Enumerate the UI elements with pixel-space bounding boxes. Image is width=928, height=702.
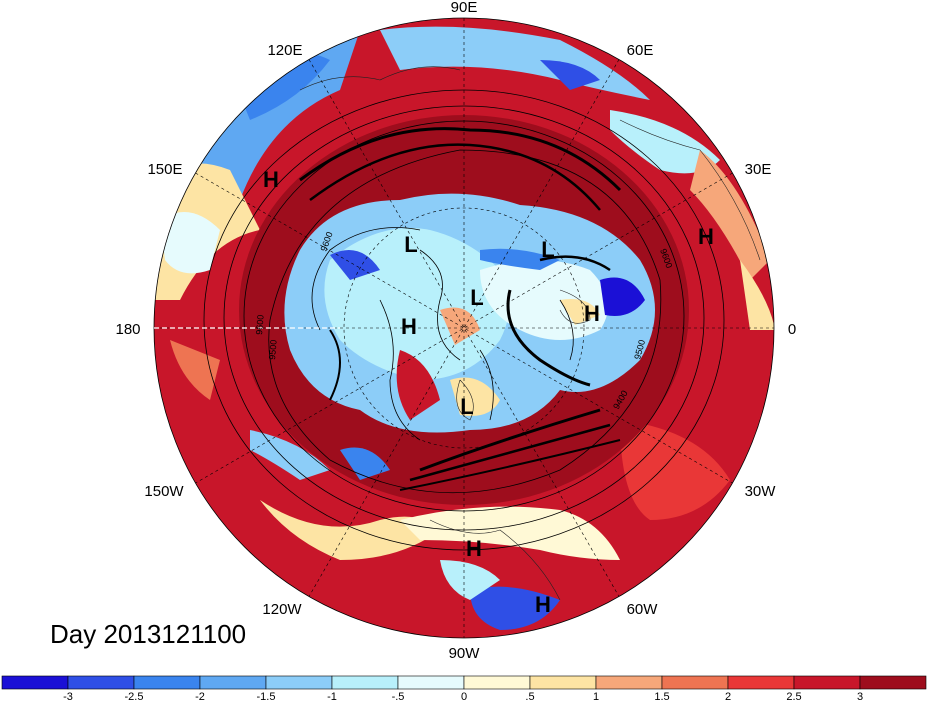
colorbar-box: [859, 675, 927, 690]
colorbar-tick-label: -2: [195, 691, 205, 702]
lon-label-150w: 150W: [144, 483, 184, 500]
lon-label-30w: 30W: [745, 483, 777, 500]
high-center: H: [263, 167, 279, 192]
colorbar-tick-label: .5: [525, 691, 534, 702]
high-center: H: [584, 301, 600, 326]
colorbar-tick-label: -1.5: [257, 691, 276, 702]
lon-label-90w: 90W: [449, 645, 481, 662]
lon-label-120e: 120E: [267, 42, 302, 59]
high-center: H: [698, 224, 714, 249]
colorbar-tick-label: 1: [593, 691, 599, 702]
colorbar-tick-label: -3: [63, 691, 73, 702]
low-center: L: [541, 237, 554, 262]
colorbar-tick-label: -2.5: [125, 691, 144, 702]
lon-label-30e: 30E: [745, 161, 772, 178]
colorbar-tick-label: 0: [461, 691, 467, 702]
lon-label-150e: 150E: [147, 161, 182, 178]
colorbar-tick-label: 3: [857, 691, 863, 702]
colorbar-tick-label: 1.5: [654, 691, 669, 702]
lon-label-90e: 90E: [451, 0, 478, 16]
low-center: L: [470, 285, 483, 310]
colorbar-box: [331, 675, 399, 690]
colorbar-box: [793, 675, 861, 690]
contour-label: 9600: [254, 314, 266, 335]
colorbar: -3 -2.5 -2 -1.5 -1 -.5 0 .5 1 1.5 2 2.5 3: [1, 675, 927, 702]
colorbar-box: [199, 675, 267, 690]
colorbar-tick-labels: -3 -2.5 -2 -1.5 -1 -.5 0 .5 1 1.5 2 2.5 3: [63, 691, 863, 702]
lon-label-120w: 120W: [262, 601, 302, 618]
colorbar-tick-label: -.5: [392, 691, 405, 702]
height-contours: [203, 89, 725, 551]
contour-label: 9500: [267, 339, 279, 360]
colorbar-box: [727, 675, 795, 690]
high-center: H: [401, 314, 417, 339]
longitude-labels: 90E 120E 60E 150E 30E 180 0 150W 30W 120…: [115, 0, 796, 662]
colorbar-box: [397, 675, 465, 690]
colorbar-tick-label: 2.5: [786, 691, 801, 702]
colorbar-boxes: [1, 675, 927, 690]
day-label: Day 2013121100: [50, 619, 247, 649]
high-center: H: [466, 536, 482, 561]
colorbar-box: [265, 675, 333, 690]
lon-label-60e: 60E: [627, 42, 654, 59]
colorbar-box: [67, 675, 135, 690]
pressure-centers: H H L L L H H L H H: [263, 167, 714, 617]
graticule: [154, 18, 774, 638]
colorbar-box: [595, 675, 663, 690]
colorbar-box: [1, 675, 69, 690]
high-center: H: [535, 592, 551, 617]
colorbar-tick-label: 2: [725, 691, 731, 702]
colorbar-tick-label: -1: [327, 691, 337, 702]
colorbar-box: [529, 675, 597, 690]
lon-label-180: 180: [115, 321, 140, 338]
colorbar-box: [133, 675, 201, 690]
lon-label-0: 0: [788, 321, 796, 338]
low-center: L: [404, 232, 417, 257]
colorbar-box: [661, 675, 729, 690]
lon-label-60w: 60W: [627, 601, 659, 618]
low-center: L: [460, 394, 473, 419]
colorbar-box: [463, 675, 531, 690]
coastlines: [299, 66, 761, 601]
